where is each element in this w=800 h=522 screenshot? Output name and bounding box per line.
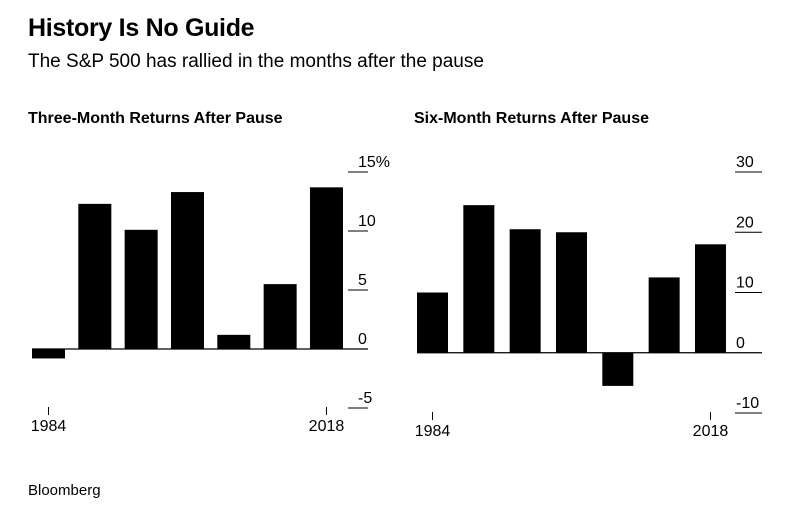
x-tick-label: 2018 bbox=[693, 423, 729, 440]
y-tick-label: -10 bbox=[736, 395, 759, 412]
bar-six-month-2 bbox=[509, 229, 541, 353]
x-tick-label: 1984 bbox=[31, 418, 67, 435]
chart-title-three-month: Three-Month Returns After Pause bbox=[28, 110, 283, 127]
y-tick-label: -5 bbox=[358, 390, 372, 407]
y-tick-label: 10 bbox=[736, 275, 754, 292]
y-tick-label: 0 bbox=[736, 335, 745, 352]
bar-three-month-6 bbox=[309, 187, 343, 349]
chart-title-six-month: Six-Month Returns After Pause bbox=[414, 110, 649, 127]
y-tick-label: 30 bbox=[736, 154, 754, 171]
bar-six-month-1 bbox=[463, 205, 495, 353]
y-tick-label: 5 bbox=[358, 272, 367, 289]
bar-six-month-6 bbox=[694, 244, 726, 353]
bar-six-month-3 bbox=[555, 232, 587, 353]
bar-three-month-4 bbox=[217, 334, 251, 349]
y-tick-label: 10 bbox=[358, 213, 376, 230]
bar-three-month-3 bbox=[170, 192, 204, 349]
x-tick-label: 2018 bbox=[309, 418, 345, 435]
page-subtitle: The S&P 500 has rallied in the months af… bbox=[28, 51, 484, 72]
bar-three-month-2 bbox=[124, 229, 158, 349]
bar-three-month-1 bbox=[78, 203, 112, 349]
page-title: History Is No Guide bbox=[28, 14, 255, 42]
y-tick-label: 0 bbox=[358, 331, 367, 348]
bar-six-month-4 bbox=[602, 352, 634, 386]
bar-three-month-5 bbox=[263, 284, 297, 349]
x-tick-label: 1984 bbox=[415, 423, 451, 440]
source-credit: Bloomberg bbox=[28, 482, 101, 499]
bar-six-month-5 bbox=[648, 277, 680, 353]
bar-six-month-0 bbox=[417, 292, 448, 353]
y-tick-label: 20 bbox=[736, 214, 754, 231]
bar-three-month-0 bbox=[32, 349, 65, 359]
y-tick-label: 15% bbox=[358, 154, 390, 171]
